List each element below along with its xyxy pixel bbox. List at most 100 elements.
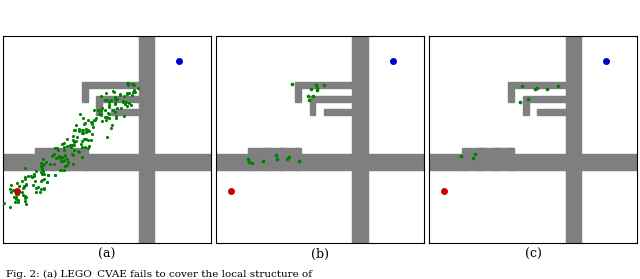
Point bbox=[77, 116, 88, 120]
Point bbox=[11, 197, 21, 201]
Point bbox=[19, 193, 29, 198]
Point bbox=[73, 149, 83, 153]
Point bbox=[311, 83, 321, 88]
Point bbox=[59, 148, 69, 152]
Point bbox=[65, 143, 75, 148]
Bar bbox=[111, 109, 139, 115]
Point bbox=[124, 91, 134, 95]
Point bbox=[126, 103, 136, 107]
Point bbox=[47, 154, 57, 158]
Point bbox=[312, 86, 323, 91]
Point bbox=[10, 200, 20, 205]
Point bbox=[122, 91, 132, 96]
Point bbox=[52, 146, 63, 150]
X-axis label: (a): (a) bbox=[98, 247, 115, 261]
Point bbox=[55, 156, 65, 160]
Bar bbox=[295, 148, 301, 154]
Point bbox=[271, 157, 282, 161]
Point bbox=[131, 90, 141, 94]
Point bbox=[128, 90, 138, 94]
Point bbox=[12, 181, 22, 186]
Point bbox=[97, 119, 107, 123]
Point bbox=[59, 168, 69, 172]
Point bbox=[83, 146, 93, 150]
Bar bbox=[508, 154, 514, 170]
Bar bbox=[82, 154, 88, 170]
Point bbox=[49, 173, 60, 178]
Point bbox=[109, 90, 119, 95]
Point bbox=[77, 155, 87, 160]
Text: Fig. 2: (a) LEGO_CVAE fails to cover the local structure of: Fig. 2: (a) LEGO_CVAE fails to cover the… bbox=[6, 269, 312, 279]
Point bbox=[89, 117, 99, 122]
Point bbox=[80, 121, 90, 125]
Point bbox=[106, 98, 116, 103]
Point bbox=[53, 148, 63, 153]
Point bbox=[21, 182, 31, 186]
Bar bbox=[82, 148, 88, 154]
Point bbox=[74, 126, 84, 131]
Bar bbox=[96, 96, 139, 102]
Point bbox=[53, 154, 63, 159]
Point bbox=[17, 179, 28, 183]
Point bbox=[111, 98, 121, 102]
Point bbox=[129, 88, 140, 92]
Point bbox=[97, 105, 108, 110]
Point bbox=[36, 169, 47, 174]
Point bbox=[27, 174, 37, 179]
Point bbox=[20, 194, 30, 198]
Bar bbox=[310, 102, 316, 115]
Point bbox=[20, 196, 30, 200]
Point bbox=[111, 116, 121, 120]
Point bbox=[115, 92, 125, 96]
Point bbox=[94, 112, 104, 116]
Point bbox=[303, 94, 313, 99]
Point bbox=[86, 137, 97, 142]
Bar bbox=[248, 154, 254, 170]
Point bbox=[45, 162, 55, 167]
Point bbox=[56, 159, 66, 163]
Point bbox=[67, 144, 77, 149]
Point bbox=[308, 93, 318, 98]
Point bbox=[287, 82, 298, 86]
Bar bbox=[324, 109, 352, 115]
Point bbox=[72, 135, 83, 140]
Bar bbox=[280, 160, 285, 170]
Point bbox=[51, 172, 61, 177]
Point bbox=[128, 82, 138, 86]
Point bbox=[37, 172, 47, 177]
Bar bbox=[523, 96, 566, 102]
Point bbox=[80, 145, 90, 150]
Bar bbox=[139, 36, 154, 243]
Point bbox=[87, 131, 97, 136]
Point bbox=[57, 155, 67, 159]
Point bbox=[129, 82, 140, 87]
Bar bbox=[461, 148, 513, 154]
Point bbox=[12, 191, 22, 196]
Bar bbox=[352, 36, 368, 243]
Point bbox=[121, 99, 131, 104]
Point bbox=[61, 157, 72, 161]
Point bbox=[65, 143, 76, 148]
Point bbox=[553, 84, 563, 88]
Point bbox=[83, 138, 93, 142]
Point bbox=[67, 143, 77, 148]
Point bbox=[319, 83, 329, 87]
Point bbox=[100, 118, 111, 122]
Point bbox=[68, 143, 79, 148]
Point bbox=[31, 169, 42, 173]
Point bbox=[118, 99, 128, 104]
Bar bbox=[66, 155, 96, 161]
Bar bbox=[508, 82, 566, 88]
Point bbox=[87, 120, 97, 124]
Point bbox=[516, 84, 527, 88]
Point bbox=[95, 108, 106, 113]
Point bbox=[104, 103, 114, 107]
Point bbox=[523, 97, 533, 101]
Point bbox=[257, 159, 268, 163]
Point bbox=[31, 186, 42, 190]
Point bbox=[37, 166, 47, 170]
Point bbox=[28, 183, 38, 187]
Point bbox=[58, 159, 68, 163]
Point bbox=[21, 194, 31, 199]
Point bbox=[77, 131, 87, 135]
